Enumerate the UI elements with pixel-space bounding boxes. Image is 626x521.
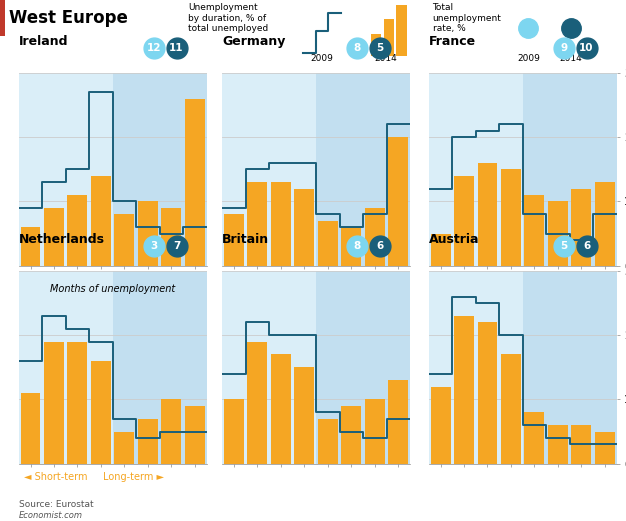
Text: 9: 9 [560, 43, 568, 53]
Bar [294, 367, 314, 464]
Text: 2014: 2014 [374, 54, 397, 63]
Bar [224, 400, 244, 464]
Text: 8: 8 [354, 241, 361, 251]
Bar [478, 322, 498, 464]
Bar [341, 406, 361, 464]
Bar [68, 342, 88, 464]
Bar [294, 189, 314, 266]
Bar [431, 387, 451, 464]
Text: Austria: Austria [429, 233, 480, 246]
Bar [525, 195, 545, 266]
Bar [572, 189, 592, 266]
Bar [371, 34, 381, 56]
Text: Unemployment
by duration, % of
total unemployed: Unemployment by duration, % of total une… [188, 3, 268, 33]
Bar [595, 431, 615, 464]
Bar [222, 73, 316, 266]
Bar [388, 137, 408, 266]
Bar [341, 227, 361, 266]
Bar [431, 233, 451, 266]
Text: Long-term ►: Long-term ► [103, 472, 164, 482]
Bar [185, 406, 205, 464]
Bar [595, 182, 615, 266]
Bar [185, 98, 205, 266]
Bar [429, 271, 523, 464]
Bar [384, 19, 394, 56]
Text: Economist.com: Economist.com [19, 511, 83, 519]
Text: 8: 8 [354, 43, 361, 53]
Bar [501, 169, 521, 266]
Text: 6: 6 [376, 241, 384, 251]
Text: 3: 3 [150, 241, 158, 251]
Bar [318, 221, 338, 266]
Text: Source: Eurostat: Source: Eurostat [19, 500, 93, 509]
Bar [271, 182, 291, 266]
Bar [162, 400, 182, 464]
Bar [162, 208, 182, 266]
Bar [91, 361, 111, 464]
Text: 6: 6 [583, 241, 590, 251]
Bar [21, 227, 41, 266]
Bar [247, 182, 267, 266]
Text: 2014: 2014 [560, 54, 582, 63]
Bar [19, 73, 113, 266]
Bar [113, 271, 207, 464]
Bar [113, 73, 207, 266]
Bar [429, 73, 523, 266]
Bar [365, 208, 385, 266]
Bar [115, 214, 135, 266]
Bar [454, 316, 474, 464]
Text: 2009: 2009 [310, 54, 333, 63]
Bar [222, 271, 316, 464]
Bar [19, 271, 113, 464]
Bar [316, 271, 410, 464]
Bar [138, 202, 158, 266]
Bar [271, 354, 291, 464]
Bar [478, 163, 498, 266]
Bar [548, 425, 568, 464]
Bar [396, 5, 407, 56]
Text: 7: 7 [173, 241, 180, 251]
Text: Netherlands: Netherlands [19, 233, 105, 246]
Bar [454, 176, 474, 266]
Bar [21, 393, 41, 464]
Bar [501, 354, 521, 464]
Bar [572, 425, 592, 464]
Bar [91, 176, 111, 266]
Bar [388, 380, 408, 464]
Bar [138, 419, 158, 464]
Bar [523, 73, 617, 266]
Bar [68, 195, 88, 266]
Bar [318, 419, 338, 464]
Bar [525, 412, 545, 464]
Bar [44, 208, 64, 266]
Bar [115, 431, 135, 464]
Text: Total
unemployment
rate, %: Total unemployment rate, % [433, 3, 501, 33]
Text: France: France [429, 35, 476, 48]
Text: ◄ Short-term: ◄ Short-term [24, 472, 87, 482]
Text: West Europe: West Europe [9, 9, 128, 27]
Text: Months of unemployment: Months of unemployment [50, 284, 175, 294]
Text: 2009: 2009 [517, 54, 540, 63]
Bar [316, 73, 410, 266]
Text: 11: 11 [169, 43, 184, 53]
Bar [224, 214, 244, 266]
Bar [523, 271, 617, 464]
Text: Ireland: Ireland [19, 35, 68, 48]
Bar [247, 342, 267, 464]
Bar [548, 202, 568, 266]
Text: 5: 5 [376, 43, 384, 53]
Text: 5: 5 [560, 241, 568, 251]
Text: Germany: Germany [222, 35, 285, 48]
Bar [44, 342, 64, 464]
Text: 12: 12 [146, 43, 162, 53]
Text: 10: 10 [579, 43, 594, 53]
Text: Britain: Britain [222, 233, 269, 246]
Bar [365, 400, 385, 464]
Bar [0, 0, 5, 36]
